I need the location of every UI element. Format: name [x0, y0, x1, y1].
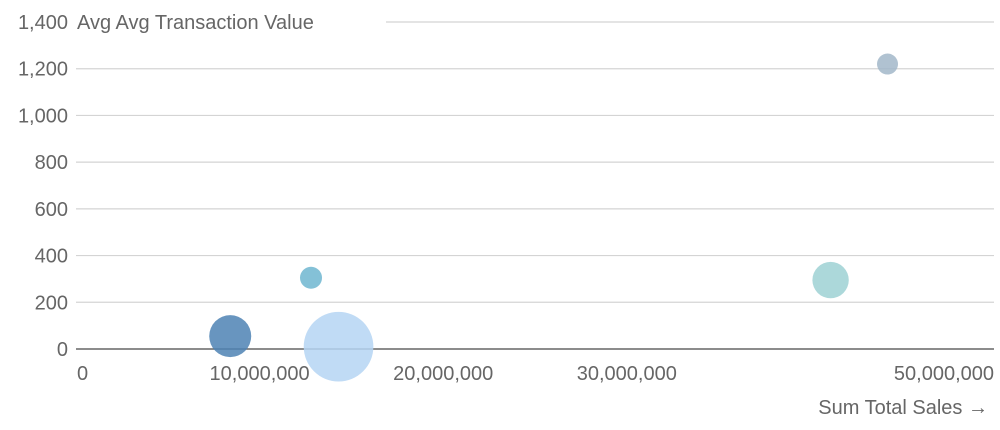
x-axis-ticks: 0 10,000,000 20,000,000 30,000,000 50,000,00…	[77, 363, 994, 385]
data-point[interactable]	[303, 311, 374, 382]
y-axis-ticks: 0 200 400 600 800 1,000 1,200 1,400	[18, 12, 68, 361]
data-point[interactable]	[812, 261, 849, 299]
data-point[interactable]	[209, 315, 252, 358]
y-tick-label: 800	[35, 152, 68, 174]
data-point[interactable]	[877, 53, 899, 75]
data-points	[209, 53, 899, 382]
x-tick-label: 20,000,000	[393, 363, 493, 385]
x-axis-title: Sum Total Sales →	[818, 397, 988, 419]
y-tick-label: 600	[35, 199, 68, 221]
y-tick-label: 1,400	[18, 12, 68, 34]
y-tick-label: 200	[35, 292, 68, 314]
x-tick-label: 0	[77, 363, 88, 385]
y-tick-label: 0	[57, 339, 68, 361]
data-point[interactable]	[299, 266, 323, 289]
grid-lines	[76, 21, 994, 350]
y-tick-label: 1,000	[18, 105, 68, 127]
y-tick-label: 1,200	[18, 59, 68, 81]
y-axis-title: Avg Avg Transaction Value	[77, 12, 314, 34]
x-tick-label: 10,000,000	[210, 363, 310, 385]
y-tick-label: 400	[35, 246, 68, 268]
x-tick-label: 30,000,000	[577, 363, 677, 385]
x-tick-label: 50,000,000	[894, 363, 994, 385]
